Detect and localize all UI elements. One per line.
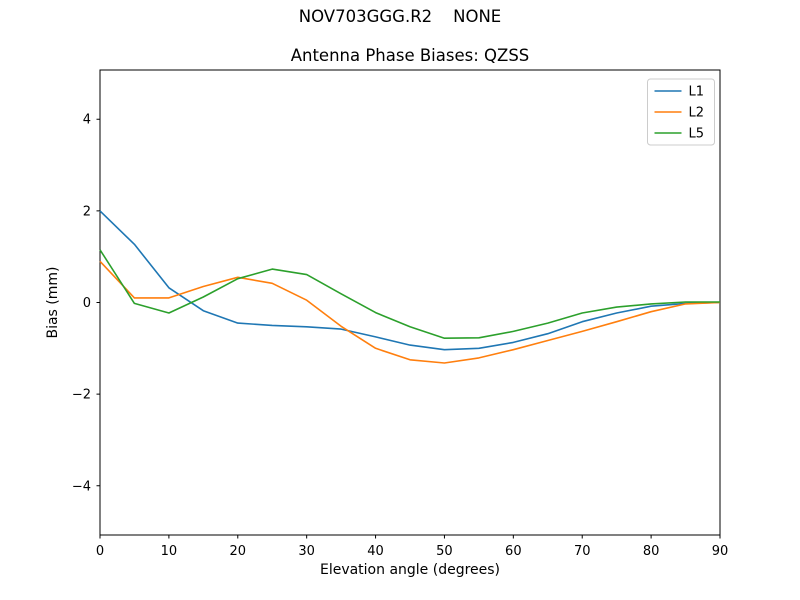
x-tick-label-60: 60: [505, 544, 522, 559]
x-tick-label-80: 80: [643, 544, 660, 559]
y-tick-label--2: −2: [72, 388, 91, 403]
legend-label-L5: L5: [689, 127, 705, 142]
y-tick-label--4: −4: [72, 479, 91, 494]
x-tick-label-10: 10: [161, 544, 178, 559]
x-axis-label: Elevation angle (degrees): [320, 562, 500, 578]
y-axis-label: Bias (mm): [45, 266, 61, 338]
x-tick-label-40: 40: [367, 544, 384, 559]
x-tick-label-90: 90: [712, 544, 729, 559]
figure-suptitle: NOV703GGG.R2 NONE: [298, 7, 502, 26]
series-line-L1: [99, 210, 721, 351]
x-tick-label-20: 20: [230, 544, 247, 559]
legend-label-L2: L2: [689, 106, 705, 121]
series-line-L5: [99, 249, 720, 340]
y-tick-label-2: 2: [83, 204, 91, 219]
y-tick-label-4: 4: [83, 113, 91, 128]
x-tick-label-0: 0: [96, 544, 104, 559]
y-tick-label-0: 0: [83, 296, 91, 311]
series-line-L2: [99, 260, 721, 364]
x-tick-label-70: 70: [574, 544, 591, 559]
legend-label-L1: L1: [689, 85, 705, 100]
axes-title: Antenna Phase Biases: QZSS: [290, 46, 530, 65]
x-tick-label-50: 50: [436, 544, 453, 559]
x-tick-label-30: 30: [298, 544, 315, 559]
